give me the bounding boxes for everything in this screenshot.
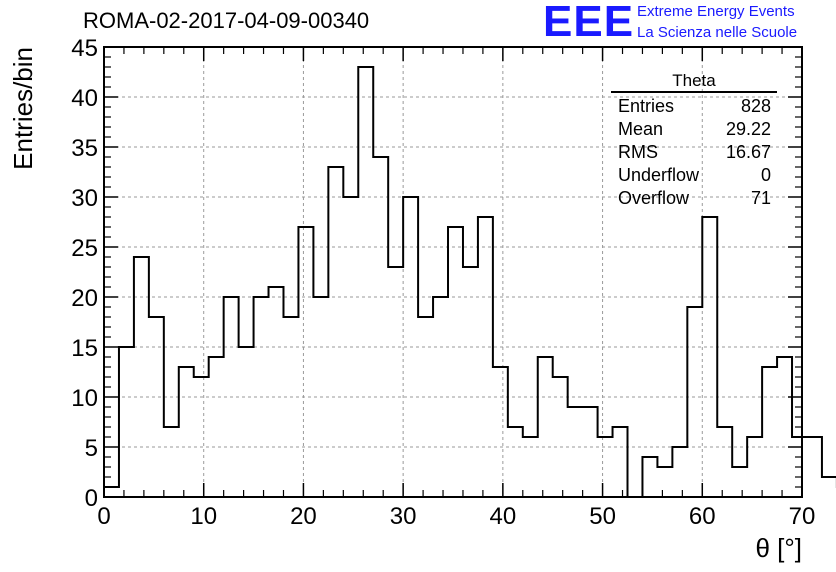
x-tick-label: 30 (390, 503, 417, 530)
stats-value: 71 (750, 188, 771, 208)
stats-row-rms: RMS 16.67 (611, 141, 777, 164)
x-tick-label: 0 (97, 503, 110, 530)
x-tick-label: 20 (290, 503, 317, 530)
stats-box-title: Theta (611, 72, 777, 93)
stats-row-entries: Entries 828 (611, 95, 777, 118)
stats-row-mean: Mean 29.22 (611, 118, 777, 141)
y-tick-label: 20 (71, 285, 98, 312)
stats-value: 29.22 (725, 119, 771, 139)
tick-labels: 0 10 20 30 40 50 60 70 0 5 10 15 20 25 30 35 40 45 (71, 35, 815, 530)
stats-label: Underflow (618, 165, 700, 185)
x-tick-label: 50 (589, 503, 616, 530)
y-tick-label: 40 (71, 85, 98, 112)
stats-value: 828 (740, 96, 771, 116)
y-tick-label: 45 (71, 35, 98, 62)
stats-value: 0 (760, 165, 771, 185)
stats-label: Entries (618, 96, 675, 116)
x-tick-label: 40 (490, 503, 517, 530)
y-tick-label: 30 (71, 185, 98, 212)
eee-logo: EEE (543, 0, 635, 46)
plot-frame (103, 46, 803, 498)
y-tick-label: 5 (85, 435, 98, 462)
y-tick-label: 35 (71, 135, 98, 162)
y-tick-label: 15 (71, 335, 98, 362)
y-tick-label: 10 (71, 385, 98, 412)
x-tick-label: 70 (789, 503, 816, 530)
y-tick-label: 0 (85, 485, 98, 512)
histogram-title: ROMA-02-2017-04-09-00340 (83, 8, 370, 33)
stats-label: RMS (618, 142, 658, 162)
stats-row-underflow: Underflow 0 (611, 164, 777, 187)
stats-value: 16.67 (725, 142, 771, 162)
stats-label: Mean (618, 119, 664, 139)
stats-row-overflow: Overflow 71 (611, 187, 777, 210)
y-tick-label: 25 (71, 235, 98, 262)
x-tick-label: 10 (190, 503, 217, 530)
x-axis-label: θ [°] (755, 533, 802, 563)
x-tick-label: 60 (689, 503, 716, 530)
y-axis-label: Entries/bin (8, 47, 38, 170)
histogram-step-line (103, 66, 836, 498)
stats-box: Theta Entries 828 Mean 29.22 RMS 16.67 U… (611, 72, 777, 210)
stats-label: Overflow (618, 188, 690, 208)
logo-line-2: La Scienza nelle Scuole (637, 24, 798, 41)
logo-line-1: Extreme Energy Events (637, 3, 795, 20)
